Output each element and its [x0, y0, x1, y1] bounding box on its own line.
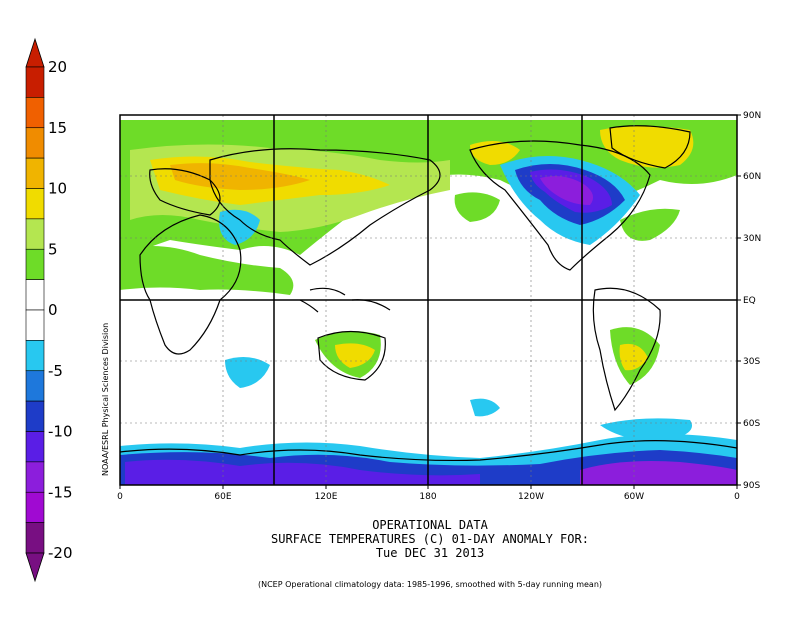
antarctic-extreme-cold — [125, 459, 480, 485]
colorbar-segment — [25, 188, 45, 220]
credit-label: NOAA/ESRL Physical Sciences Division — [101, 322, 110, 476]
colorbar-segment — [25, 522, 45, 554]
north-atlantic-warm — [620, 208, 680, 241]
coast-africa-europe — [139, 168, 242, 355]
colorbar-segment — [25, 400, 45, 432]
y-tick-label-60s: 60S — [743, 419, 760, 429]
colorbar-label: 0 — [48, 301, 58, 319]
south-indian-cold — [225, 356, 270, 388]
x-tick-label-0-end: 0 — [734, 492, 740, 502]
colorbar-segment — [25, 370, 45, 402]
map-panel: 0 60E 120E 180 120W 60W 0 90N 60N 30N EQ… — [117, 111, 761, 502]
colorbar-segment — [25, 66, 45, 98]
africa-warm-edge — [120, 246, 294, 295]
coast-australia — [317, 330, 386, 381]
colorbar-label: 5 — [48, 240, 58, 258]
south-america-hot — [619, 343, 648, 371]
x-tick-label-60w: 60W — [624, 492, 644, 502]
colorbar-segment — [25, 248, 45, 280]
colorbar-label: -15 — [48, 483, 73, 501]
colorbar-segment — [25, 431, 45, 463]
central-asia-cold — [219, 209, 260, 245]
x-axis-ticks — [119, 485, 738, 489]
australia-hot — [335, 343, 375, 368]
antarctic-extreme-cold-east — [580, 461, 737, 485]
colorbar-top-arrow — [25, 37, 45, 68]
siberia-hot — [170, 163, 310, 190]
colorbar-label: 20 — [48, 58, 67, 76]
colorbar-segment — [25, 157, 45, 189]
colorbar — [25, 37, 45, 583]
coast-asia — [209, 148, 441, 266]
major-grid — [120, 115, 737, 485]
y-tick-label-60n: 60N — [743, 172, 761, 182]
southern-ocean-cold — [600, 418, 692, 442]
y-tick-label-90s: 90S — [743, 481, 760, 491]
colorbar-label: -10 — [48, 423, 73, 441]
coastlines — [119, 125, 738, 462]
colorbar-segment — [25, 97, 45, 129]
north-pacific-warm — [454, 192, 500, 222]
colorbar-segment — [25, 279, 45, 311]
y-tick-label-90n: 90N — [743, 111, 761, 121]
x-tick-label-120e: 120E — [315, 492, 338, 502]
y-tick-label-30n: 30N — [743, 234, 761, 244]
title-line-3: Tue DEC 31 2013 — [375, 546, 485, 560]
y-tick-label-30s: 30S — [743, 357, 760, 367]
coast-greenland — [609, 125, 691, 169]
south-pacific-cold — [470, 398, 500, 417]
colorbar-segment — [25, 491, 45, 523]
colorbar-segment — [25, 340, 45, 372]
greenland-warm — [600, 126, 694, 168]
title-line-2: SURFACE TEMPERATURES (C) 01-DAY ANOMALY … — [271, 532, 589, 546]
colorbar-label: -20 — [48, 544, 73, 562]
y-tick-label-eq: EQ — [743, 296, 756, 306]
coast-north-america — [469, 140, 651, 271]
y-axis-ticks — [737, 114, 741, 486]
x-tick-label-180: 180 — [419, 492, 436, 502]
x-tick-label-60e: 60E — [214, 492, 231, 502]
coast-antarctica — [119, 440, 738, 462]
x-tick-label-120w: 120W — [518, 492, 544, 502]
colorbar-label: -5 — [48, 362, 63, 380]
colorbar-labels: 20 15 10 5 0 -5 -10 -15 -20 — [48, 58, 73, 562]
colorbar-label: 10 — [48, 180, 67, 198]
colorbar-label: 15 — [48, 119, 67, 137]
colorbar-segment — [25, 309, 45, 341]
climatology-footnote: (NCEP Operational climatology data: 1985… — [257, 580, 603, 589]
colorbar-segment — [25, 461, 45, 493]
title-line-1: OPERATIONAL DATA — [372, 518, 488, 532]
x-tick-label-0: 0 — [117, 492, 123, 502]
colorbar-segment — [25, 127, 45, 159]
coast-south-america — [592, 287, 661, 412]
north-america-core-cold — [540, 176, 594, 205]
colorbar-segment — [25, 218, 45, 250]
colorbar-bottom-arrow — [25, 552, 45, 583]
